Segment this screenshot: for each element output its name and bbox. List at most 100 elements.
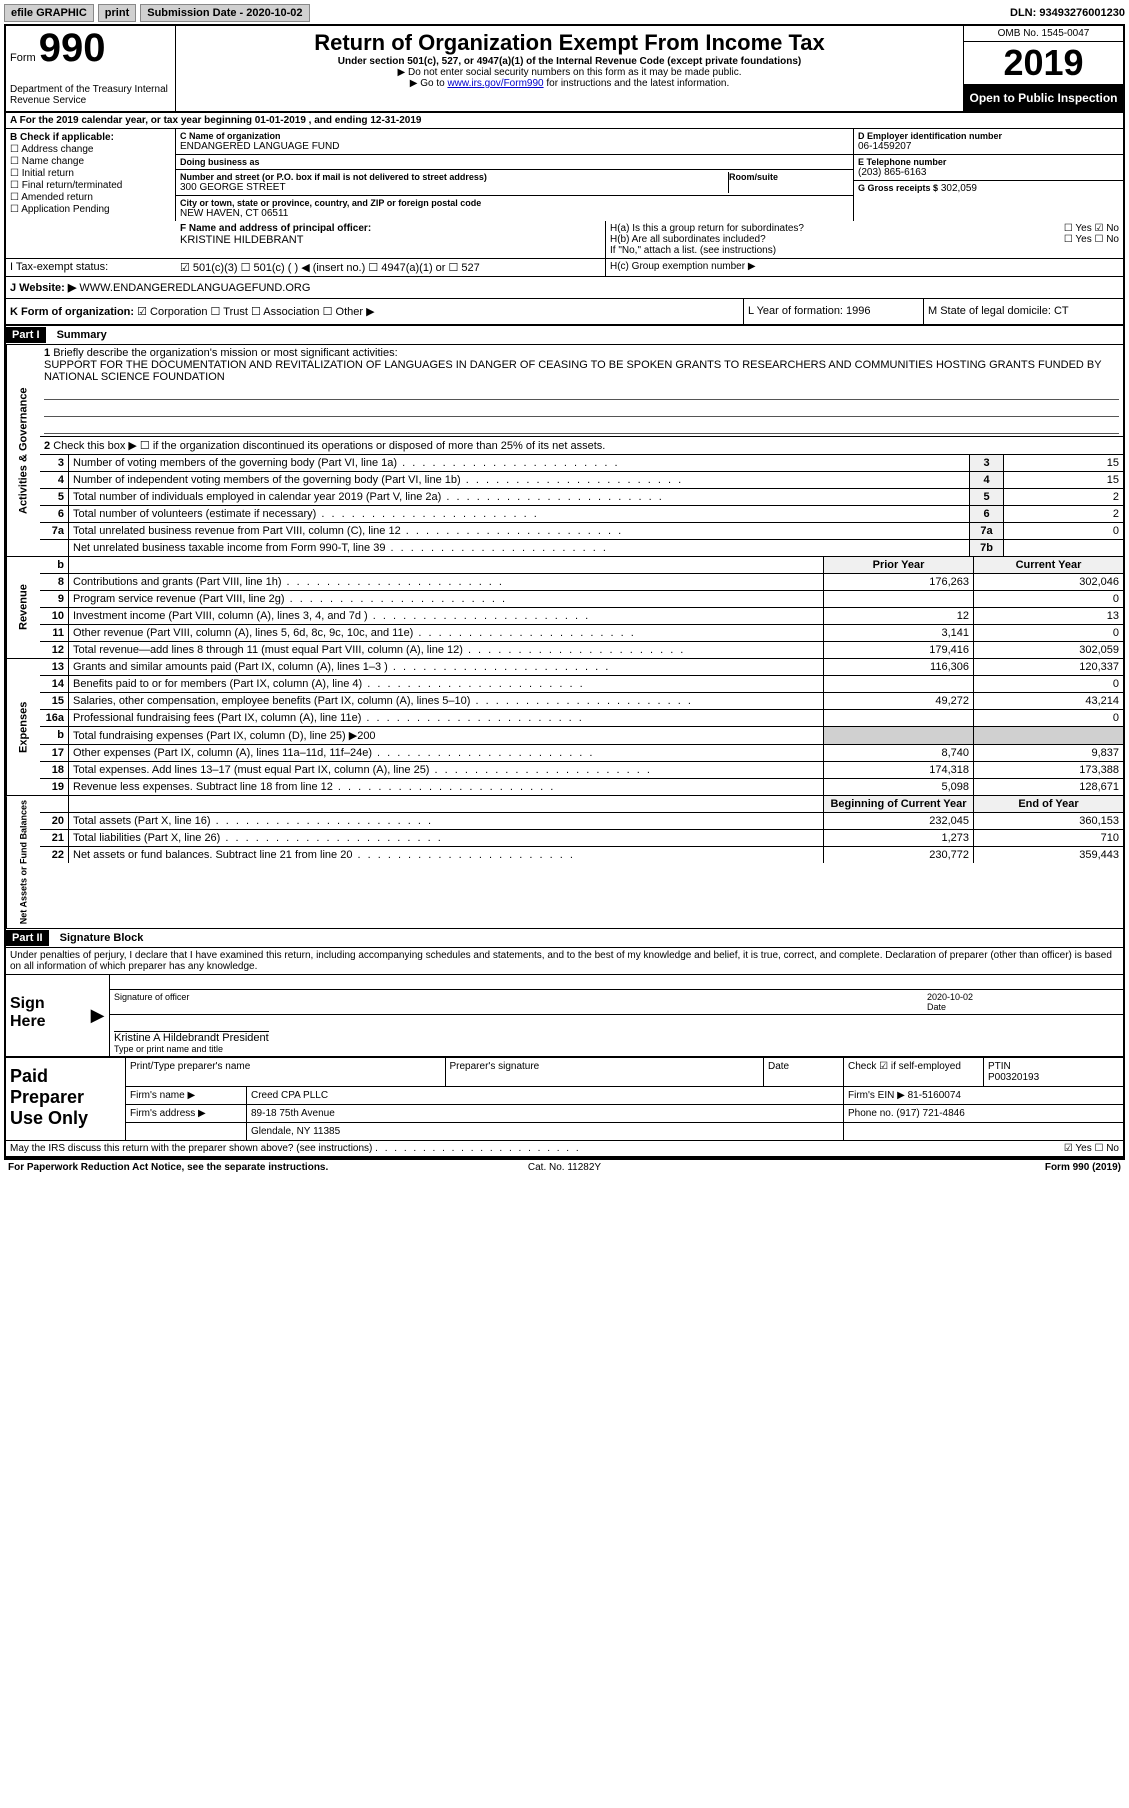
- row-prior-year: 49,272: [823, 693, 973, 709]
- e-label: E Telephone number: [858, 157, 1119, 167]
- row-num: 4: [40, 472, 68, 488]
- b-opt-amended[interactable]: ☐ Amended return: [10, 192, 171, 203]
- sign-triangle-icon: ▶: [86, 975, 110, 1056]
- header-left: Form 990 Department of the Treasury Inte…: [6, 26, 176, 111]
- table-row: 16a Professional fundraising fees (Part …: [40, 710, 1123, 727]
- efile-button[interactable]: efile GRAPHIC: [4, 4, 94, 22]
- section-deg: D Employer identification number 06-1459…: [853, 129, 1123, 221]
- form-container: Form 990 Department of the Treasury Inte…: [4, 24, 1125, 1160]
- revenue-header: b Prior Year Current Year: [40, 557, 1123, 574]
- paid-h3: Date: [763, 1058, 843, 1086]
- table-row: 10 Investment income (Part VIII, column …: [40, 608, 1123, 625]
- row-text: Revenue less expenses. Subtract line 18 …: [68, 779, 823, 795]
- part2-header-row: Part II Signature Block: [6, 929, 1123, 948]
- footer-center: Cat. No. 11282Y: [379, 1162, 750, 1173]
- b-opt-name[interactable]: ☐ Name change: [10, 156, 171, 167]
- firm-ein-label: Firm's EIN ▶: [848, 1090, 905, 1101]
- row-text: Benefits paid to or for members (Part IX…: [68, 676, 823, 692]
- row-text: Other revenue (Part VIII, column (A), li…: [68, 625, 823, 641]
- paid-row-1: Print/Type preparer's name Preparer's si…: [126, 1058, 1123, 1087]
- b-opt-pending[interactable]: ☐ Application Pending: [10, 204, 171, 215]
- row-value: [1003, 540, 1123, 556]
- k-label: K Form of organization:: [10, 306, 134, 318]
- row-box: 7b: [969, 540, 1003, 556]
- row-num: 6: [40, 506, 68, 522]
- row-klm: K Form of organization: ☑ Corporation ☐ …: [6, 299, 1123, 326]
- b-col: b: [40, 557, 68, 573]
- discuss-answer[interactable]: ☑ Yes ☐ No: [919, 1143, 1119, 1154]
- discuss-row: May the IRS discuss this return with the…: [6, 1141, 1123, 1158]
- row-num: 7a: [40, 523, 68, 539]
- net-assets-section: Net Assets or Fund Balances Beginning of…: [6, 796, 1123, 929]
- paid-ptin-value: P00320193: [988, 1072, 1039, 1083]
- row-text: Total number of individuals employed in …: [68, 489, 969, 505]
- row-num: [40, 540, 68, 556]
- line1-text: Briefly describe the organization's miss…: [53, 347, 397, 359]
- c-addr-value: 300 GEORGE STREET: [180, 182, 728, 193]
- table-row: 6 Total number of volunteers (estimate i…: [40, 506, 1123, 523]
- row-current-year: 9,837: [973, 745, 1123, 761]
- row-prior-year: 230,772: [823, 847, 973, 863]
- row-text: Total revenue—add lines 8 through 11 (mu…: [68, 642, 823, 658]
- row-box: 3: [969, 455, 1003, 471]
- hb-answer[interactable]: ☐ Yes ☐ No: [1064, 234, 1119, 245]
- part2-badge: Part II: [6, 930, 49, 946]
- b-opt-initial[interactable]: ☐ Initial return: [10, 168, 171, 179]
- sign-date-value: 2020-10-02: [927, 992, 1119, 1002]
- c-city-value: NEW HAVEN, CT 06511: [180, 208, 849, 219]
- row-prior-year: 3,141: [823, 625, 973, 641]
- row-box: 7a: [969, 523, 1003, 539]
- form990-link[interactable]: www.irs.gov/Form990: [447, 78, 543, 89]
- row-text: Salaries, other compensation, employee b…: [68, 693, 823, 709]
- table-row: 11 Other revenue (Part VIII, column (A),…: [40, 625, 1123, 642]
- paid-h2: Preparer's signature: [445, 1058, 764, 1086]
- c-dba-cell: Doing business as: [176, 155, 853, 170]
- print-button[interactable]: print: [98, 4, 136, 22]
- line2-num: 2: [44, 440, 50, 452]
- prior-year-header: Prior Year: [823, 557, 973, 573]
- c-city-cell: City or town, state or province, country…: [176, 196, 853, 221]
- signer-name: Kristine A Hildebrandt President: [114, 1032, 269, 1044]
- form-subtitle: Under section 501(c), 527, or 4947(a)(1)…: [180, 56, 959, 67]
- row-current-year: 0: [973, 676, 1123, 692]
- firm-phone-value: (917) 721-4846: [896, 1108, 964, 1119]
- b-opt-address[interactable]: ☐ Address change: [10, 144, 171, 155]
- d-label: D Employer identification number: [858, 131, 1119, 141]
- paid-h1: Print/Type preparer's name: [126, 1058, 445, 1086]
- line-2: 2 Check this box ▶ ☐ if the organization…: [40, 437, 1123, 455]
- i-options[interactable]: ☑ 501(c)(3) ☐ 501(c) ( ) ◀ (insert no.) …: [176, 259, 606, 276]
- firm-addr-value: 89-18 75th Avenue: [246, 1105, 843, 1122]
- row-current-year: 710: [973, 830, 1123, 846]
- form-number: 990: [39, 26, 106, 70]
- ha-answer[interactable]: ☐ Yes ☑ No: [1064, 223, 1119, 234]
- row-prior-year: 12: [823, 608, 973, 624]
- line-1: 1 Briefly describe the organization's mi…: [40, 345, 1123, 437]
- paid-h4[interactable]: Check ☑ if self-employed: [843, 1058, 983, 1086]
- row-current-year: 173,388: [973, 762, 1123, 778]
- c-city-label: City or town, state or province, country…: [180, 198, 849, 208]
- note2-post: for instructions and the latest informat…: [544, 78, 730, 89]
- e-value: (203) 865-6163: [858, 167, 1119, 178]
- row-num: 22: [40, 847, 68, 863]
- j-label: J Website: ▶: [10, 282, 76, 294]
- row-current-year: 302,059: [973, 642, 1123, 658]
- row-f-h: F Name and address of principal officer:…: [6, 221, 1123, 259]
- row-current-year: 120,337: [973, 659, 1123, 675]
- line-a: A For the 2019 calendar year, or tax yea…: [6, 113, 1123, 129]
- row-current-year: [973, 727, 1123, 744]
- row-prior-year: [823, 727, 973, 744]
- signer-name-label: Type or print name and title: [114, 1044, 1119, 1054]
- section-f: F Name and address of principal officer:…: [176, 221, 606, 258]
- row-value: 0: [1003, 523, 1123, 539]
- table-row: 17 Other expenses (Part IX, column (A), …: [40, 745, 1123, 762]
- table-row: 18 Total expenses. Add lines 13–17 (must…: [40, 762, 1123, 779]
- part1-badge: Part I: [6, 327, 46, 343]
- form-note-1: ▶ Do not enter social security numbers o…: [180, 67, 959, 78]
- row-current-year: 0: [973, 625, 1123, 641]
- vlabel-governance: Activities & Governance: [6, 345, 40, 556]
- row-text: Total expenses. Add lines 13–17 (must eq…: [68, 762, 823, 778]
- b-opt-final[interactable]: ☐ Final return/terminated: [10, 180, 171, 191]
- k-options[interactable]: ☑ Corporation ☐ Trust ☐ Association ☐ Ot…: [137, 306, 374, 318]
- row-current-year: 359,443: [973, 847, 1123, 863]
- row-prior-year: [823, 676, 973, 692]
